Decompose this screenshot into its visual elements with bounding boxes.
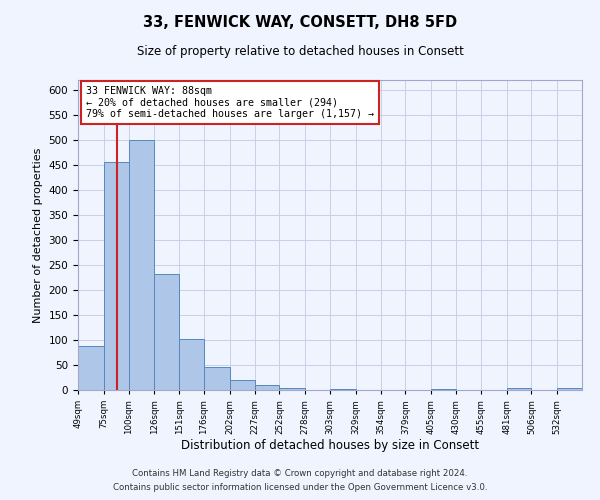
Bar	[280, 388, 305, 390]
Bar	[557, 388, 582, 390]
Bar	[230, 380, 254, 390]
Bar	[179, 339, 204, 390]
Bar	[254, 385, 280, 390]
Text: Contains HM Land Registry data © Crown copyright and database right 2024.: Contains HM Land Registry data © Crown c…	[132, 468, 468, 477]
Bar	[431, 389, 456, 390]
Bar	[104, 162, 128, 390]
Bar	[154, 274, 179, 390]
Bar	[330, 388, 356, 390]
Text: 33 FENWICK WAY: 88sqm
← 20% of detached houses are smaller (294)
79% of semi-det: 33 FENWICK WAY: 88sqm ← 20% of detached …	[86, 86, 374, 120]
Bar	[128, 140, 154, 390]
Text: Contains public sector information licensed under the Open Government Licence v3: Contains public sector information licen…	[113, 484, 487, 492]
Bar	[506, 388, 532, 390]
X-axis label: Distribution of detached houses by size in Consett: Distribution of detached houses by size …	[181, 440, 479, 452]
Y-axis label: Number of detached properties: Number of detached properties	[33, 148, 43, 322]
Text: Size of property relative to detached houses in Consett: Size of property relative to detached ho…	[137, 45, 463, 58]
Text: 33, FENWICK WAY, CONSETT, DH8 5FD: 33, FENWICK WAY, CONSETT, DH8 5FD	[143, 15, 457, 30]
Bar	[78, 346, 104, 390]
Bar	[204, 366, 230, 390]
